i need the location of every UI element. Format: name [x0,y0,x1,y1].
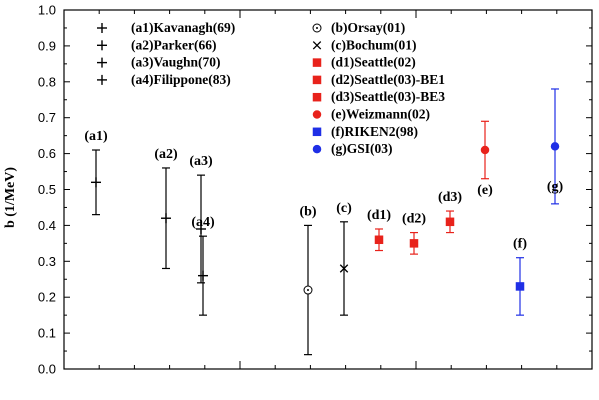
data-point: (a2) [154,147,178,270]
point-marker [161,213,171,224]
legend-marker [312,58,322,67]
y-tick-label: 0.8 [38,74,56,89]
y-tick-label: 0.9 [38,38,56,53]
point-marker [374,235,384,245]
legend-item: (d1)Seattle(02) [312,55,416,70]
legend-marker [312,110,322,119]
y-tick-label: 0.4 [38,218,56,233]
legend-label: (a1)Kavanagh(69) [131,20,235,35]
y-ticks: 0.0 0.1 0.2 0.3 0.4 0.5 0.6 0.7 0.8 0.9 1.0 [38,3,592,377]
data-point: (a4) [191,215,215,316]
point-label: (f) [513,237,527,252]
legend-item: (f)RIKEN2(98) [312,124,418,139]
y-tick-label: 0.7 [38,110,56,125]
legend-label: (d2)Seattle(03)-BE1 [331,72,445,87]
data-point: (f) [513,237,527,316]
legend-label: (g)GSI(03) [331,141,393,156]
legend-label: (f)RIKEN2(98) [331,124,418,139]
point-marker [480,145,490,155]
point-label: (c) [336,201,352,216]
data-point: (c) [336,201,352,316]
legend-item: (g)GSI(03) [312,141,393,156]
point-marker [303,285,313,295]
y-tick-label: 0.0 [38,362,56,377]
point-label: (e) [477,183,493,198]
x-ticks [98,10,558,369]
data-point: (a1) [84,129,108,216]
legend-item: (a1)Kavanagh(69) [97,20,235,35]
legend-item: (d2)Seattle(03)-BE1 [312,72,445,87]
legend-marker [312,127,322,137]
y-tick-label: 1.0 [38,3,56,18]
legend-label: (a3)Vaughn(70) [131,55,221,70]
legend-marker [312,144,322,154]
legend-label: (b)Orsay(01) [331,20,405,35]
data-point: (g) [547,88,564,205]
data-point: (d3) [438,190,462,234]
legend-marker [97,74,107,85]
point-label: (b) [299,204,316,219]
y-tick-label: 0.5 [38,182,56,197]
point-marker [445,217,455,227]
data-point: (d2) [402,212,426,255]
point-label: (a3) [189,154,213,169]
data-point: (e) [477,120,493,198]
legend-item: (c)Bochum(01) [312,37,416,52]
point-marker [198,270,208,281]
point-marker [339,264,349,273]
legend-marker [312,41,322,50]
point-label: (d2) [402,212,426,227]
legend-marker [312,23,322,33]
legend-item: (e)Weizmann(02) [312,107,430,122]
data-points: (a1) (a2) (a3) (a4) (b) (c) (d1) (d2) (d3) (e) (f)… [84,88,564,356]
data-point: (a3) [189,154,213,284]
point-label: (a4) [191,215,215,230]
legend-item: (d3)Seattle(03)-BE3 [312,89,445,104]
y-tick-label: 0.1 [38,326,56,341]
y-axis-label: b (1/MeV) [3,167,18,228]
point-marker [91,177,101,188]
y-tick-label: 0.6 [38,146,56,161]
legend-marker [97,57,107,68]
legend-item: (a2)Parker(66) [97,37,216,52]
point-label: (a1) [84,129,108,144]
legend-label: (d3)Seattle(03)-BE3 [331,89,445,104]
data-point: (b) [299,204,317,356]
y-tick-label: 0.3 [38,254,56,269]
legend-marker [97,23,107,33]
data-point: (d1) [367,208,391,252]
legend-label: (a4)Filippone(83) [131,72,231,87]
point-label: (a2) [154,147,178,162]
point-label: (d1) [367,208,391,223]
point-marker [409,239,419,248]
y-tick-label: 0.2 [38,290,56,305]
point-label: (d3) [438,190,462,205]
legend: (a1)Kavanagh(69) (a2)Parker(66) (a3)Vaughn… [97,20,445,156]
legend-label: (a2)Parker(66) [131,37,216,52]
legend-marker [97,40,107,51]
legend-item: (a3)Vaughn(70) [97,55,221,70]
legend-marker [312,75,322,85]
legend-label: (d1)Seattle(02) [331,55,416,70]
point-label: (g) [547,179,564,194]
legend-label: (e)Weizmann(02) [331,107,430,122]
legend-item: (b)Orsay(01) [312,20,405,35]
point-marker [550,142,560,151]
legend-label: (c)Bochum(01) [331,37,416,52]
legend-item: (a4)Filippone(83) [97,72,231,87]
point-marker [515,282,525,291]
point-marker [196,223,206,234]
legend-marker [312,92,322,102]
